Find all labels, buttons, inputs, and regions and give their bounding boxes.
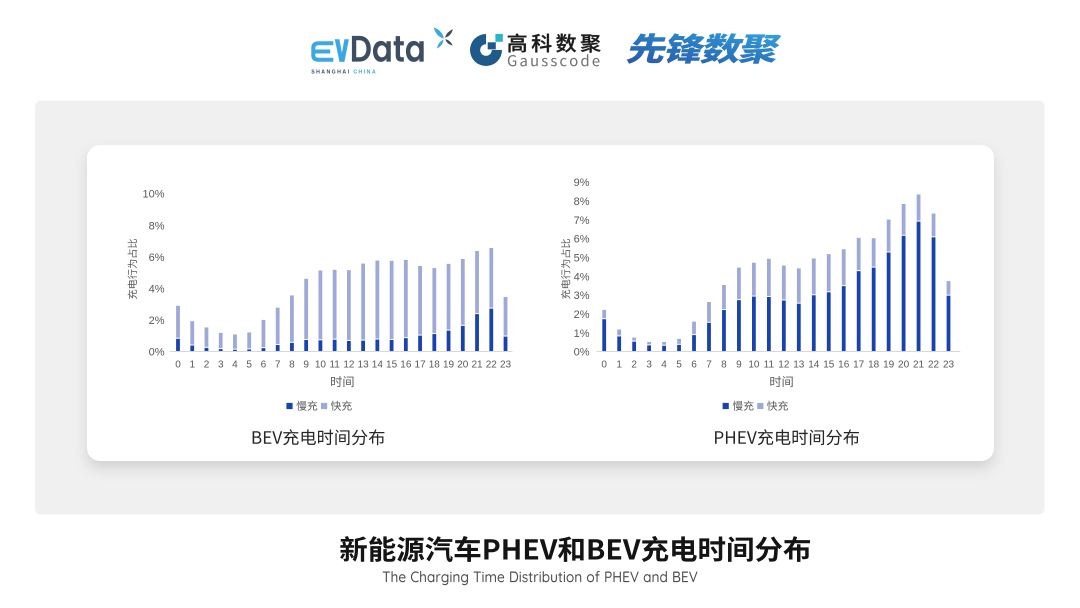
- svg-text:12: 12: [343, 360, 355, 371]
- svg-text:6%: 6%: [574, 234, 590, 246]
- svg-text:8%: 8%: [149, 220, 165, 232]
- svg-text:4: 4: [661, 360, 667, 371]
- svg-text:16: 16: [400, 360, 412, 371]
- svg-text:12: 12: [778, 360, 790, 371]
- svg-text:7: 7: [706, 360, 712, 371]
- svg-text:13: 13: [358, 360, 370, 371]
- svg-text:10%: 10%: [142, 189, 164, 201]
- svg-text:2: 2: [204, 360, 210, 371]
- svg-text:22: 22: [486, 360, 498, 371]
- svg-text:1: 1: [616, 360, 622, 371]
- svg-text:22: 22: [928, 360, 940, 371]
- svg-text:10: 10: [748, 360, 760, 371]
- svg-text:9%: 9%: [574, 177, 590, 189]
- svg-text:17: 17: [853, 360, 865, 371]
- svg-text:3: 3: [646, 360, 652, 371]
- svg-text:19: 19: [443, 360, 455, 371]
- svg-text:2: 2: [631, 360, 637, 371]
- svg-text:23: 23: [500, 360, 512, 371]
- svg-text:8: 8: [289, 360, 295, 371]
- svg-text:0%: 0%: [574, 347, 590, 359]
- svg-text:SHANGHAI CHINA: SHANGHAI CHINA: [311, 70, 377, 76]
- svg-text:1: 1: [189, 360, 195, 371]
- svg-text:7%: 7%: [574, 215, 590, 227]
- svg-text:13: 13: [793, 360, 805, 371]
- svg-text:0: 0: [175, 360, 181, 371]
- svg-text:9: 9: [303, 360, 309, 371]
- svg-text:5: 5: [676, 360, 682, 371]
- svg-text:3%: 3%: [574, 290, 590, 302]
- svg-text:8: 8: [721, 360, 727, 371]
- svg-text:23: 23: [943, 360, 955, 371]
- svg-text:4%: 4%: [574, 271, 590, 283]
- svg-text:3: 3: [218, 360, 224, 371]
- svg-text:1%: 1%: [574, 328, 590, 340]
- svg-text:6: 6: [691, 360, 697, 371]
- svg-text:21: 21: [913, 360, 925, 371]
- svg-text:18: 18: [868, 360, 880, 371]
- svg-text:7: 7: [275, 360, 281, 371]
- svg-text:6: 6: [261, 360, 267, 371]
- svg-text:11: 11: [764, 360, 775, 371]
- svg-text:14: 14: [372, 360, 384, 371]
- svg-text:15: 15: [823, 360, 835, 371]
- svg-text:8%: 8%: [574, 196, 590, 208]
- svg-text:15: 15: [386, 360, 398, 371]
- svg-text:16: 16: [838, 360, 850, 371]
- svg-text:21: 21: [471, 360, 483, 371]
- svg-text:0%: 0%: [149, 347, 165, 359]
- svg-text:14: 14: [808, 360, 820, 371]
- svg-text:2%: 2%: [149, 315, 165, 327]
- svg-text:5%: 5%: [574, 253, 590, 265]
- svg-text:20: 20: [457, 360, 469, 371]
- svg-text:17: 17: [415, 360, 427, 371]
- svg-text:4: 4: [232, 360, 238, 371]
- svg-text:9: 9: [736, 360, 742, 371]
- svg-text:20: 20: [898, 360, 910, 371]
- svg-text:2%: 2%: [574, 309, 590, 321]
- svg-text:18: 18: [429, 360, 441, 371]
- svg-text:10: 10: [315, 360, 327, 371]
- svg-text:6%: 6%: [149, 252, 165, 264]
- svg-text:0: 0: [601, 360, 607, 371]
- svg-text:5: 5: [246, 360, 252, 371]
- svg-text:4%: 4%: [149, 284, 165, 296]
- svg-text:11: 11: [329, 360, 340, 371]
- svg-text:19: 19: [883, 360, 895, 371]
